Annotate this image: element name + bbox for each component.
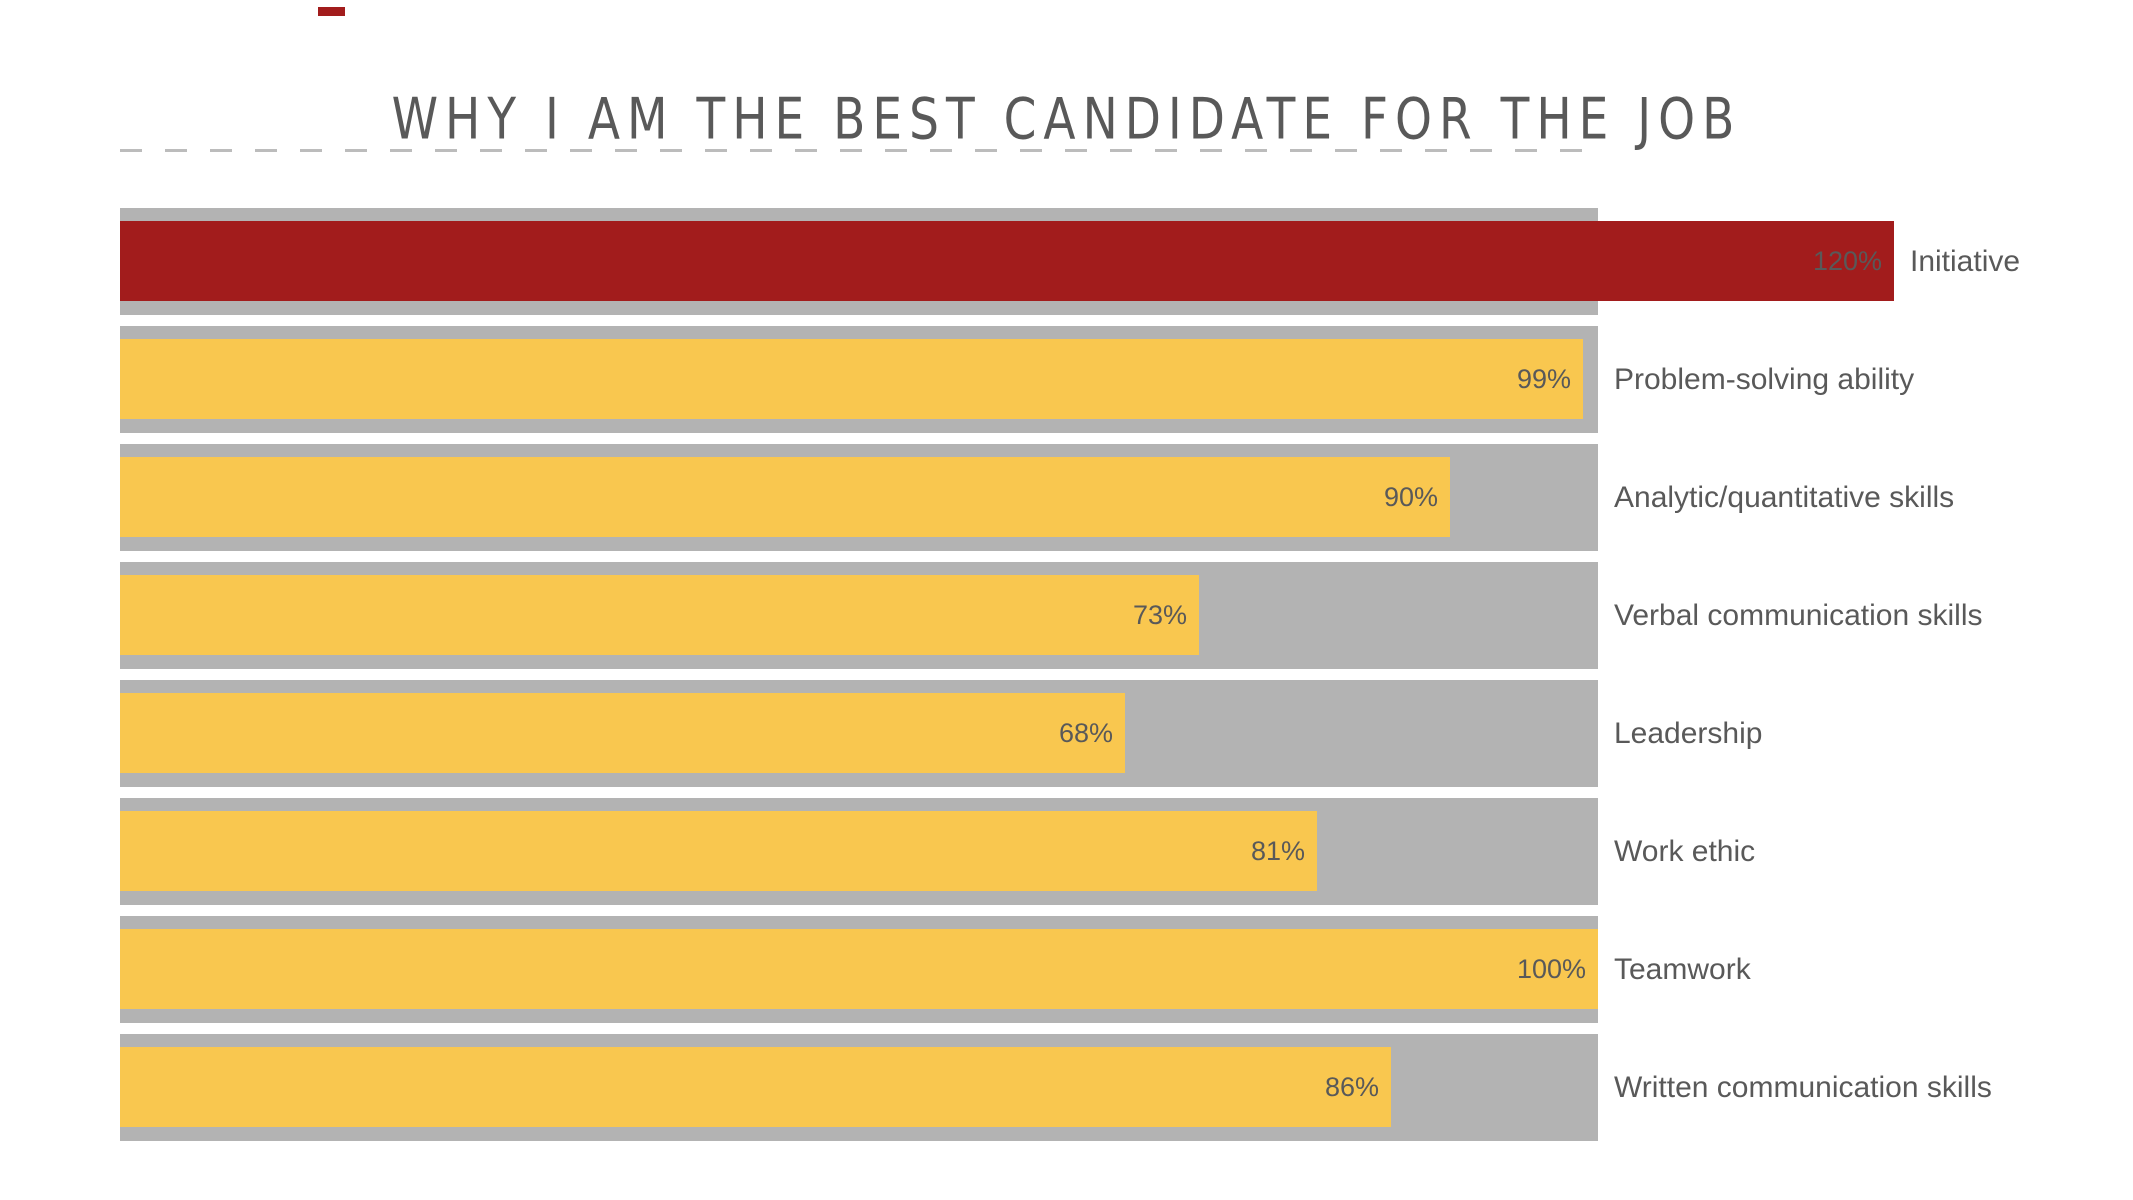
bar-value-label: 73% <box>1132 600 1187 630</box>
bar-chart: 120% Initiative 99% Problem-solving abil… <box>120 208 2133 1148</box>
chart-title: WHY I AM THE BEST CANDIDATE FOR THE JOB <box>391 86 1742 154</box>
bar-value-label: 68% <box>1058 718 1113 748</box>
bar-value-label: 100% <box>1516 954 1586 984</box>
bar-row: 99% Problem-solving ability <box>120 326 2133 433</box>
bar <box>120 575 1199 655</box>
bar <box>120 457 1450 537</box>
bar-row: 90% Analytic/quantitative skills <box>120 444 2133 551</box>
red-dash-decoration <box>318 7 345 16</box>
bar-value-label: 81% <box>1250 836 1305 866</box>
bar-value-label: 90% <box>1383 482 1438 512</box>
bar-row: 120% Initiative <box>120 208 2133 315</box>
bar <box>120 339 1583 419</box>
bar-category-label: Analytic/quantitative skills <box>1614 481 1955 514</box>
bar-category-label: Work ethic <box>1614 835 1756 868</box>
bar-category-label: Written communication skills <box>1614 1071 1992 1104</box>
bar-value-label: 86% <box>1324 1072 1379 1102</box>
bar <box>120 693 1125 773</box>
bar <box>120 811 1317 891</box>
bar-row: 68% Leadership <box>120 680 2133 787</box>
bar-category-label: Initiative <box>1910 245 2021 278</box>
bar <box>120 1047 1391 1127</box>
bar-category-label: Problem-solving ability <box>1614 363 1915 396</box>
bar-row: 86% Written communication skills <box>120 1034 2133 1141</box>
bar-row: 73% Verbal communication skills <box>120 562 2133 669</box>
bar <box>120 221 1894 301</box>
bar-category-label: Teamwork <box>1614 953 1751 986</box>
bar-category-label: Leadership <box>1614 717 1763 750</box>
bar-row: 81% Work ethic <box>120 798 2133 905</box>
bar-row: 100% Teamwork <box>120 916 2133 1023</box>
bar-value-label: 120% <box>1812 246 1882 276</box>
bar-category-label: Verbal communication skills <box>1614 599 1983 632</box>
dashed-line-decoration <box>120 149 1598 152</box>
bar-value-label: 99% <box>1516 364 1571 394</box>
bar <box>120 929 1598 1009</box>
